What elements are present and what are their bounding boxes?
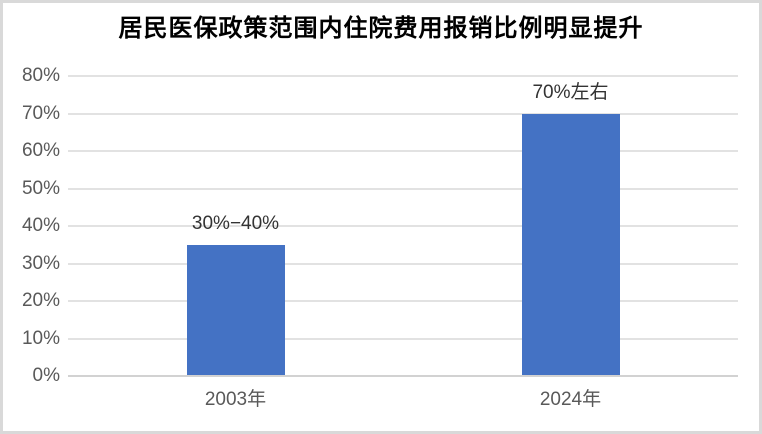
x-axis-category-label: 2003年 xyxy=(204,389,267,410)
gridline xyxy=(68,262,738,265)
y-axis-tick-label: 60% xyxy=(21,140,60,161)
y-axis-tick-label: 20% xyxy=(21,290,60,311)
gridline xyxy=(68,75,738,77)
bar-data-label: 70%左右 xyxy=(532,81,609,103)
y-axis-tick-label: 80% xyxy=(21,65,60,86)
gridline xyxy=(68,300,738,302)
bar xyxy=(521,113,620,375)
x-axis-category-label: 2024年 xyxy=(539,389,602,410)
gridline xyxy=(68,187,738,190)
y-axis-tick-label: 50% xyxy=(21,177,60,199)
gridline xyxy=(68,337,738,340)
y-axis-tick-label: 70% xyxy=(21,102,60,124)
bar xyxy=(186,244,285,375)
y-axis-tick-label: 40% xyxy=(21,215,60,236)
chart-title: 居民医保政策范围内住院费用报销比例明显提升 xyxy=(118,15,644,42)
gridline xyxy=(68,112,738,115)
gridline xyxy=(68,150,738,152)
bar-data-label: 30%−40% xyxy=(191,212,280,234)
x-axis-line xyxy=(68,375,738,377)
y-axis-tick-label: 0% xyxy=(32,365,60,386)
gridline xyxy=(68,225,738,227)
y-axis-tick-label: 30% xyxy=(21,252,60,274)
y-axis-tick-label: 10% xyxy=(21,327,60,349)
